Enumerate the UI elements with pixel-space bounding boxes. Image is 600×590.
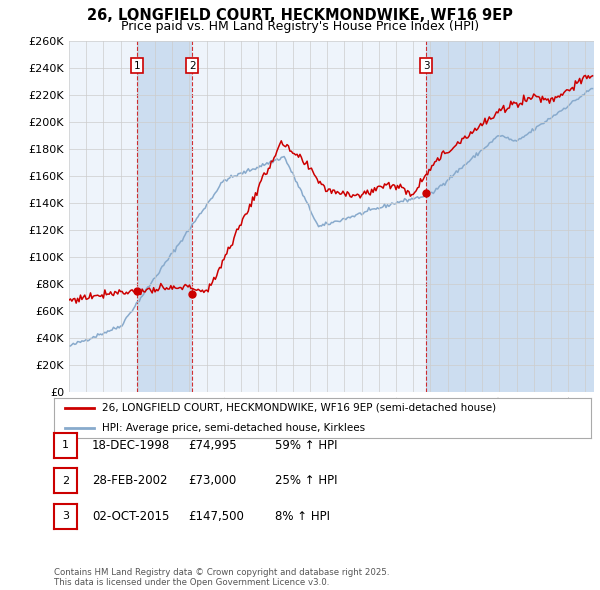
Text: 2: 2 [62,476,69,486]
Text: Contains HM Land Registry data © Crown copyright and database right 2025.
This d: Contains HM Land Registry data © Crown c… [54,568,389,587]
Text: 3: 3 [423,61,430,71]
Text: 02-OCT-2015: 02-OCT-2015 [92,510,169,523]
Text: 3: 3 [62,512,69,521]
Text: £147,500: £147,500 [188,510,244,523]
Text: Price paid vs. HM Land Registry's House Price Index (HPI): Price paid vs. HM Land Registry's House … [121,20,479,33]
Text: 18-DEC-1998: 18-DEC-1998 [92,439,170,452]
Text: 1: 1 [134,61,140,71]
Text: HPI: Average price, semi-detached house, Kirklees: HPI: Average price, semi-detached house,… [103,423,365,432]
Text: 8% ↑ HPI: 8% ↑ HPI [275,510,330,523]
Bar [426,41,594,392]
Text: £73,000: £73,000 [188,474,236,487]
Bar [137,41,192,392]
Text: £74,995: £74,995 [188,439,236,452]
Text: 1: 1 [62,441,69,450]
Text: 26, LONGFIELD COURT, HECKMONDWIKE, WF16 9EP (semi-detached house): 26, LONGFIELD COURT, HECKMONDWIKE, WF16 … [103,403,496,412]
Text: 28-FEB-2002: 28-FEB-2002 [92,474,167,487]
Text: 26, LONGFIELD COURT, HECKMONDWIKE, WF16 9EP: 26, LONGFIELD COURT, HECKMONDWIKE, WF16 … [87,8,513,23]
Text: 59% ↑ HPI: 59% ↑ HPI [275,439,337,452]
Text: 25% ↑ HPI: 25% ↑ HPI [275,474,337,487]
Text: 2: 2 [189,61,196,71]
